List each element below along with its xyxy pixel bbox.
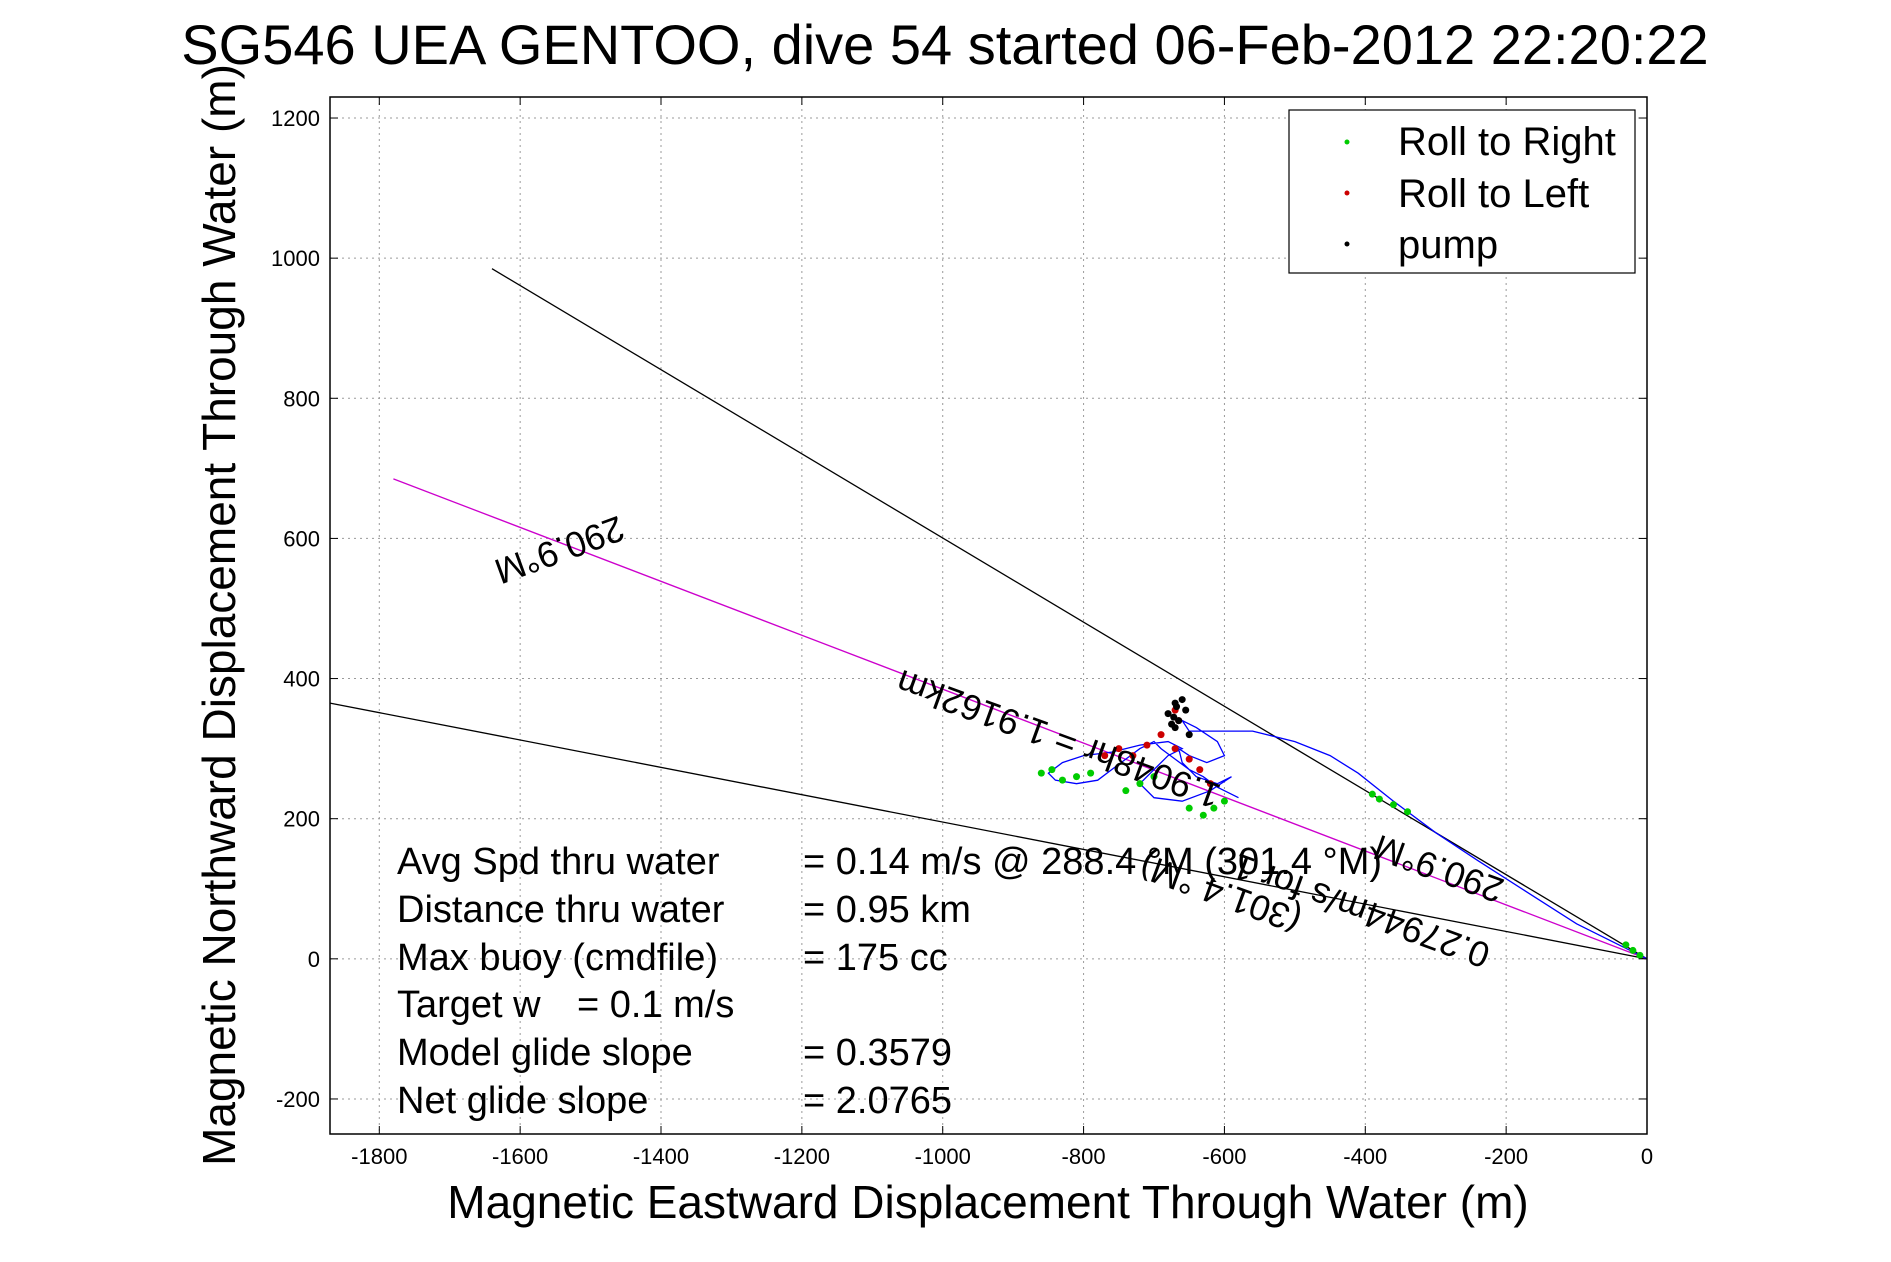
stat-label: Net glide slope xyxy=(397,1080,648,1122)
roll-left-point xyxy=(1185,755,1193,763)
reference-lines xyxy=(329,268,1648,960)
x-tick-label: 0 xyxy=(1641,1144,1653,1169)
chart-title: SG546 UEA GENTOO, dive 54 started 06-Feb… xyxy=(181,13,1708,76)
legend-label-roll-right: Roll to Right xyxy=(1398,120,1616,164)
x-tick-label: -800 xyxy=(1062,1144,1106,1169)
roll-right-point xyxy=(1404,808,1412,816)
x-tick-label: -1800 xyxy=(351,1144,407,1169)
pump-point xyxy=(1185,731,1193,739)
roll-right-point xyxy=(1150,773,1158,781)
pump-point xyxy=(1175,717,1183,725)
roll-right-point xyxy=(1058,776,1066,784)
track-line xyxy=(1047,718,1648,960)
stat-label: Avg Spd thru water xyxy=(397,841,720,883)
stat-label: Max buoy (cmdfile) xyxy=(397,937,718,979)
roll-left-point xyxy=(1196,766,1204,774)
stat-value: = 0.3579 xyxy=(803,1032,952,1074)
y-tick-label: 200 xyxy=(283,807,320,832)
stat-value: = 0.1 m/s xyxy=(577,984,734,1026)
roll-right-point xyxy=(1622,941,1630,949)
y-axis: -200 0 200 400 600 800 1000 1200 xyxy=(271,106,1647,1112)
y-tick-label: -200 xyxy=(276,1087,320,1112)
x-tick-label: -600 xyxy=(1202,1144,1246,1169)
roll-right-point xyxy=(1375,795,1383,803)
x-tick-label: -1400 xyxy=(633,1144,689,1169)
stat-value: = 0.95 km xyxy=(803,889,971,931)
x-axis-title: Magnetic Eastward Displacement Through W… xyxy=(447,1176,1528,1228)
y-axis-title: Magnetic Northward Displacement Through … xyxy=(193,64,245,1166)
legend-marker-roll-left xyxy=(1344,190,1350,196)
roll-right-point xyxy=(1389,801,1397,809)
roll-right-point xyxy=(1368,790,1376,798)
y-tick-label: 1000 xyxy=(271,246,320,271)
roll-right-point xyxy=(1087,769,1095,777)
pump-point xyxy=(1170,713,1178,721)
roll-right-point xyxy=(1048,766,1056,774)
roll-right-point xyxy=(1185,804,1193,812)
roll-right-point xyxy=(1199,811,1207,819)
reference-line-lower-bound xyxy=(329,702,1648,960)
roll-left-point xyxy=(1143,741,1151,749)
stat-label: Target w xyxy=(397,984,541,1026)
pump-point xyxy=(1182,706,1190,714)
legend-label-roll-left: Roll to Left xyxy=(1398,172,1589,216)
data-points xyxy=(1037,696,1644,959)
x-tick-label: -1200 xyxy=(774,1144,830,1169)
roll-left-point xyxy=(1115,745,1123,753)
stat-label: Distance thru water xyxy=(397,889,725,931)
stat-label: Model glide slope xyxy=(397,1032,693,1074)
roll-left-point xyxy=(1101,752,1109,760)
stat-value: = 0.14 m/s @ 288.4 °M (301.4 °M) xyxy=(803,841,1382,883)
stat-value: = 175 cc xyxy=(803,937,948,979)
plot-frame xyxy=(329,96,1648,1135)
y-tick-label: 600 xyxy=(283,526,320,551)
stats-block: Avg Spd thru water = 0.14 m/s @ 288.4 °M… xyxy=(397,841,1382,1122)
roll-right-point xyxy=(1037,769,1045,777)
roll-left-point xyxy=(1157,731,1165,739)
x-axis: -1800 -1600 -1400 -1200 -1000 -800 -600 -400 -20… xyxy=(351,97,1653,1169)
y-tick-label: 800 xyxy=(283,386,320,411)
stat-value: = 2.0765 xyxy=(803,1080,952,1122)
y-tick-label: 400 xyxy=(283,667,320,692)
roll-left-point xyxy=(1206,780,1214,788)
y-tick-label: 1200 xyxy=(271,106,320,131)
roll-left-point xyxy=(1171,745,1179,753)
dive-track xyxy=(1047,718,1648,960)
x-tick-label: -1000 xyxy=(915,1144,971,1169)
reference-line-heading-290.9 xyxy=(393,478,1648,960)
roll-right-point xyxy=(1210,804,1218,812)
roll-right-point xyxy=(1636,951,1644,959)
roll-right-point xyxy=(1073,773,1081,781)
x-tick-label: -200 xyxy=(1484,1144,1528,1169)
y-tick-label: 0 xyxy=(308,947,320,972)
reference-line-upper-bound xyxy=(491,268,1648,960)
pump-point xyxy=(1168,720,1176,728)
roll-right-point xyxy=(1629,946,1637,954)
pump-point xyxy=(1178,696,1186,704)
legend-marker-pump xyxy=(1344,241,1350,247)
legend-marker-roll-right xyxy=(1344,139,1350,145)
pump-point xyxy=(1164,710,1172,718)
legend-label-pump: pump xyxy=(1398,223,1498,267)
x-tick-label: -1600 xyxy=(492,1144,548,1169)
pump-point xyxy=(1171,699,1179,707)
roll-right-point xyxy=(1122,787,1130,795)
legend: Roll to Right Roll to Left pump xyxy=(1288,109,1636,274)
roll-right-point xyxy=(1136,780,1144,788)
x-tick-label: -400 xyxy=(1343,1144,1387,1169)
roll-right-point xyxy=(1220,797,1228,805)
roll-left-point xyxy=(1129,752,1137,760)
